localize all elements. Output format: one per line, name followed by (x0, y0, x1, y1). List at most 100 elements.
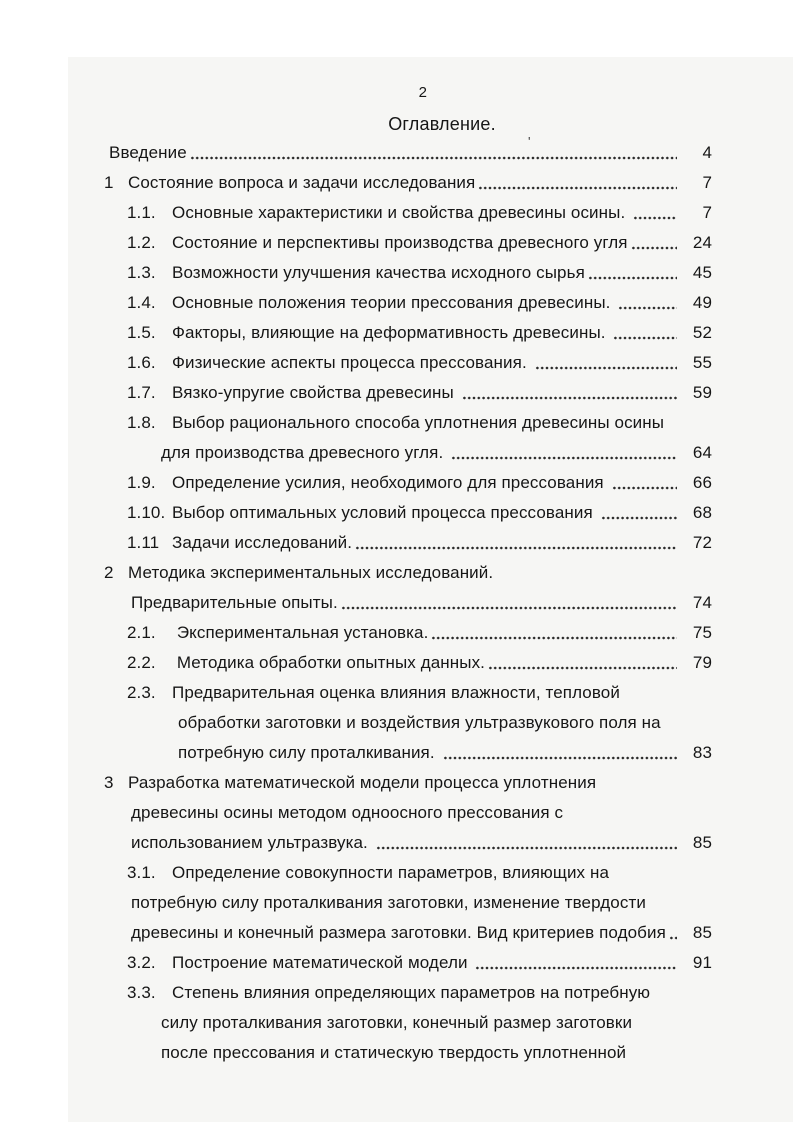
toc-entry-number: 2.1. (127, 623, 156, 642)
page-title: Оглавление. (388, 114, 496, 134)
toc-entry-text: Выбор рационального способа уплотнения д… (172, 413, 665, 432)
toc-entry-number: 1.5. (127, 323, 156, 342)
toc-dot-leader (375, 846, 677, 850)
toc-row: 3.1. Определение совокупности параметров… (0, 858, 793, 888)
toc-dot-leader (534, 366, 677, 370)
toc-dot-leader (355, 546, 677, 550)
toc-entry-text: Методика обработки опытных данных. (172, 653, 485, 672)
toc-row: древесины и конечный размера заготовки. … (0, 918, 793, 948)
toc-row: 1.2. Состояние и перспективы производств… (0, 228, 793, 258)
toc-row: потребную силу проталкивания заготовки, … (0, 888, 793, 918)
toc-entry-text: Введение (109, 143, 187, 162)
toc-entry-number: 3.3. (127, 983, 156, 1002)
toc-entry-number: 3.1. (127, 863, 156, 882)
toc-entry-text: Состояние вопроса и задачи исследования (128, 173, 476, 192)
toc-entry-text: Основные положения теории прессования др… (172, 293, 616, 312)
toc-entry-text: древесины и конечный размера заготовки. … (131, 923, 666, 942)
toc-page-ref: 59 (692, 383, 712, 402)
toc-row: 2.2. Методика обработки опытных данных. … (0, 648, 793, 678)
toc-entry-text: Предварительные опыты. (131, 593, 338, 612)
toc-entry-text: после прессования и статическую твердост… (161, 1043, 627, 1062)
toc-page-ref: 64 (692, 443, 712, 462)
toc-dot-leader (189, 156, 677, 160)
toc-entry-number: 2.3. (127, 683, 156, 702)
toc-row: 3.2. Построение математической модели 91 (0, 948, 793, 978)
toc-entry-number: 1.9. (127, 473, 156, 492)
toc-entry-number: 1.8. (127, 413, 156, 432)
toc-entry-text: Степень влияния определяющих параметров … (172, 983, 651, 1002)
toc-page-ref: 74 (692, 593, 712, 612)
toc-dot-leader (618, 306, 677, 310)
toc-entry-number: 2 (104, 563, 114, 582)
toc-entry-number: 3.2. (127, 953, 156, 972)
toc-entry-number: 1.1. (127, 203, 156, 222)
toc-row: обработки заготовки и воздействия ультра… (0, 708, 793, 738)
toc-page-ref: 7 (702, 203, 712, 222)
toc-page-ref: 66 (692, 473, 712, 492)
toc-entry-text: Построение математической модели (172, 953, 473, 972)
toc-page-ref: 4 (702, 143, 712, 162)
toc-dot-leader (442, 756, 677, 760)
toc-entry-text: Задачи исследований. (172, 533, 353, 552)
scan-artifact-mark: ' (528, 134, 531, 149)
table-of-contents: Введение 4 1 Состояние вопроса и задачи … (0, 138, 793, 1068)
toc-row: 1 Состояние вопроса и задачи исследовани… (0, 168, 793, 198)
toc-page-ref: 45 (692, 263, 712, 282)
toc-page-ref: 52 (692, 323, 712, 342)
toc-entry-text: Основные характеристики и свойства древе… (172, 203, 631, 222)
toc-row: 1.8. Выбор рационального способа уплотне… (0, 408, 793, 438)
toc-entry-text: Выбор оптимальных условий процесса пресс… (172, 503, 598, 522)
toc-page-ref: 75 (692, 623, 712, 642)
toc-entry-text: силу проталкивания заготовки, конечный р… (161, 1013, 633, 1032)
toc-dot-leader (600, 516, 677, 520)
page-number: 2 (418, 84, 428, 101)
toc-entry-number: 1.10. (127, 503, 166, 522)
toc-row: силу проталкивания заготовки, конечный р… (0, 1008, 793, 1038)
toc-dot-leader (478, 186, 677, 190)
toc-row: после прессования и статическую твердост… (0, 1038, 793, 1068)
toc-row: 1.1. Основные характеристики и свойства … (0, 198, 793, 228)
toc-entry-text: потребную силу проталкивания. (178, 743, 440, 762)
toc-row: использованием ультразвука. 85 (0, 828, 793, 858)
toc-entry-text: Состояние и перспективы производства дре… (172, 233, 628, 252)
toc-entry-text: Возможности улучшения качества исходного… (172, 263, 585, 282)
toc-page-ref: 49 (692, 293, 712, 312)
toc-entry-text: для производства древесного угля. (161, 443, 449, 462)
toc-entry-text: Определение совокупности параметров, вли… (172, 863, 610, 882)
toc-entry-text: Методика экспериментальных исследований. (128, 563, 494, 582)
toc-entry-text: Определение усилия, необходимого для пре… (172, 473, 609, 492)
toc-row: 1.7. Вязко-упругие свойства древесины 59 (0, 378, 793, 408)
toc-row: 2.3. Предварительная оценка влияния влаж… (0, 678, 793, 708)
toc-entry-text: Физические аспекты процесса прессования. (172, 353, 532, 372)
toc-entry-text: обработки заготовки и воздействия ультра… (178, 713, 661, 732)
toc-row: 1.6. Физические аспекты процесса прессов… (0, 348, 793, 378)
toc-page-ref: 85 (692, 923, 712, 942)
toc-row: 3 Разработка математической модели проце… (0, 768, 793, 798)
toc-entry-text: Предварительная оценка влияния влажности… (172, 683, 620, 702)
toc-entry-number: 1 (104, 173, 114, 192)
toc-row: Введение 4 (0, 138, 793, 168)
toc-page-ref: 24 (692, 233, 712, 252)
toc-dot-leader (611, 486, 677, 490)
toc-page-ref: 85 (692, 833, 712, 852)
toc-entry-number: 2.2. (127, 653, 156, 672)
toc-entry-number: 1.6. (127, 353, 156, 372)
toc-row: 1.3. Возможности улучшения качества исхо… (0, 258, 793, 288)
toc-page-ref: 72 (692, 533, 712, 552)
toc-dot-leader (451, 456, 677, 460)
toc-row: 1.9. Определение усилия, необходимого дл… (0, 468, 793, 498)
toc-page-ref: 55 (692, 353, 712, 372)
toc-page-ref: 68 (692, 503, 712, 522)
toc-page-ref: 83 (692, 743, 712, 762)
toc-entry-number: 3 (104, 773, 114, 792)
toc-row: 1.5. Факторы, влияющие на деформативност… (0, 318, 793, 348)
toc-entry-number: 1.3. (127, 263, 156, 282)
toc-entry-number: 1.2. (127, 233, 156, 252)
toc-dot-leader (431, 636, 677, 640)
toc-dot-leader (668, 936, 677, 940)
toc-entry-number: 1.11 (127, 533, 160, 552)
toc-row: древесины осины методом одноосного пресс… (0, 798, 793, 828)
toc-row: для производства древесного угля. 64 (0, 438, 793, 468)
toc-entry-text: древесины осины методом одноосного пресс… (131, 803, 564, 822)
toc-row: 3.3. Степень влияния определяющих параме… (0, 978, 793, 1008)
